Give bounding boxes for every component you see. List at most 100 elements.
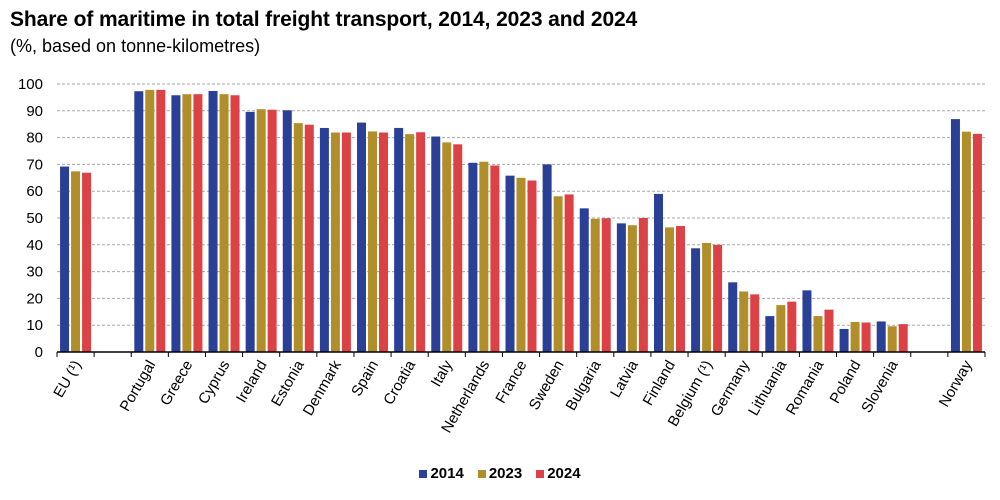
y-tick-label: 0 — [35, 344, 43, 361]
legend-label: 2023 — [488, 465, 523, 482]
bar-2023-eu- — [71, 171, 81, 352]
bar-2024-greece — [193, 94, 203, 353]
bar-2014-slovenia — [876, 321, 886, 352]
bar-2024-eu- — [82, 172, 92, 352]
bar-2023-sweden — [553, 196, 563, 352]
bar-2023-cyprus — [219, 94, 229, 353]
bar-2014-germany — [728, 282, 738, 352]
x-tick-label: Italy — [428, 357, 457, 390]
legend: 2014 2023 2024 — [0, 465, 1000, 482]
bar-2024-croatia — [416, 132, 426, 352]
x-tick-label: Cyprus — [195, 358, 233, 408]
legend-item-2014: 2014 — [419, 465, 464, 482]
y-tick-label: 30 — [26, 264, 43, 281]
bar-2024-ireland — [267, 109, 277, 352]
legend-swatch — [477, 469, 486, 478]
bar-2024-lithuania — [787, 301, 797, 352]
bar-2014-belgium- — [691, 248, 701, 352]
bar-2014-latvia — [616, 223, 626, 352]
bar-2023-ireland — [256, 109, 266, 352]
bar-2024-finland — [675, 226, 685, 352]
bar-2014-finland — [653, 193, 663, 352]
x-tick-label: Finland — [640, 358, 679, 409]
x-tick-label: Portugal — [117, 358, 160, 415]
x-tick-label: EU (¹) — [50, 358, 85, 401]
bar-2023-norway — [961, 131, 971, 352]
bar-2024-italy — [453, 144, 463, 352]
bar-2024-belgium- — [713, 244, 723, 352]
bar-2023-lithuania — [776, 305, 786, 352]
bar-2024-cyprus — [230, 95, 240, 353]
bar-2024-germany — [750, 294, 760, 352]
bar-2024-estonia — [304, 124, 314, 353]
x-tick-label: Norway — [936, 357, 976, 410]
bar-2014-ireland — [245, 111, 255, 352]
bar-2014-cyprus — [208, 90, 218, 352]
bar-2024-spain — [379, 132, 389, 352]
x-tick-label: Poland — [826, 358, 864, 407]
x-tick-label: Spain — [348, 358, 382, 400]
bar-2024-portugal — [156, 89, 166, 353]
bar-2023-france — [516, 177, 526, 352]
x-tick-label: Sweden — [526, 358, 568, 413]
bar-2014-estonia — [282, 110, 292, 352]
bar-2014-lithuania — [765, 316, 775, 352]
bar-2023-poland — [850, 321, 860, 352]
bar-2023-greece — [182, 94, 192, 353]
y-tick-label: 90 — [26, 103, 43, 120]
chart-subtitle: (%, based on tonne-kilometres) — [10, 36, 261, 56]
bar-2024-poland — [861, 322, 871, 352]
bar-2023-spain — [368, 131, 378, 352]
bar-2014-sweden — [542, 164, 552, 352]
bar-2023-belgium- — [702, 242, 712, 352]
x-tick-label: Slovenia — [858, 357, 902, 416]
bar-2014-netherlands — [468, 162, 478, 352]
bar-2023-bulgaria — [590, 218, 600, 352]
legend-label: 2014 — [430, 465, 464, 482]
bar-2014-portugal — [134, 91, 144, 353]
y-tick-label: 70 — [26, 156, 43, 173]
x-tick-label: Ireland — [233, 358, 271, 406]
bar-2014-france — [505, 175, 515, 352]
y-tick-label: 40 — [26, 237, 43, 254]
y-tick-label: 50 — [26, 210, 43, 227]
legend-swatch — [536, 469, 545, 478]
bar-2023-romania — [813, 316, 823, 352]
legend-label: 2024 — [547, 465, 581, 482]
legend-item-2024: 2024 — [536, 465, 581, 482]
bar-2014-croatia — [394, 127, 404, 353]
y-tick-label: 20 — [26, 290, 43, 307]
bar-2023-portugal — [145, 89, 155, 353]
bar-2023-germany — [739, 291, 749, 352]
bar-2014-bulgaria — [579, 208, 589, 352]
bar-2023-slovenia — [887, 326, 897, 352]
bar-2024-france — [527, 180, 537, 352]
bar-2014-denmark — [319, 127, 329, 353]
x-tick-label: Estonia — [268, 357, 308, 409]
legend-swatch — [419, 469, 428, 478]
bar-2023-italy — [442, 142, 452, 352]
bar-2024-latvia — [638, 218, 648, 352]
bar-2023-latvia — [627, 225, 637, 352]
bar-2014-norway — [950, 119, 960, 352]
y-tick-label: 100 — [18, 76, 43, 93]
bar-2023-denmark — [330, 132, 340, 352]
bar-2024-denmark — [341, 132, 351, 352]
bar-2014-spain — [357, 122, 367, 352]
bar-2014-eu- — [60, 166, 70, 352]
legend-item-2023: 2023 — [477, 465, 523, 482]
x-tick-label: France — [492, 358, 530, 407]
x-tick-label: Croatia — [380, 357, 419, 408]
bar-2024-sweden — [564, 194, 574, 352]
x-tick-label: Greece — [157, 358, 196, 409]
bar-2014-romania — [802, 290, 812, 352]
bar-2023-croatia — [405, 134, 415, 352]
y-tick-label: 80 — [26, 130, 43, 147]
bar-2023-finland — [664, 227, 674, 352]
bar-2014-poland — [839, 328, 849, 352]
bar-2023-netherlands — [479, 161, 489, 352]
bar-2024-slovenia — [898, 324, 908, 352]
bar-2024-romania — [824, 309, 834, 352]
x-tick-label: Bulgaria — [562, 357, 605, 414]
